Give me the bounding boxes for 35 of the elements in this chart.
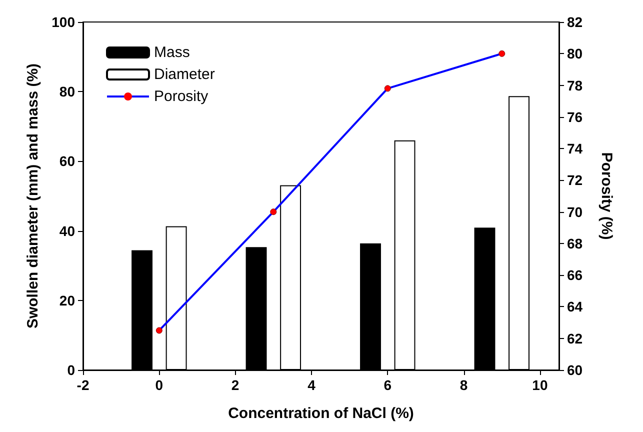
x-tick-label: 2 bbox=[231, 377, 240, 393]
x-tick-label: 10 bbox=[532, 377, 548, 393]
x-tick-label: 6 bbox=[384, 377, 392, 393]
y2-tick-label: 62 bbox=[567, 330, 583, 346]
x-tick-label: 8 bbox=[460, 377, 468, 393]
y-tick-label: 100 bbox=[52, 14, 76, 30]
y2-tick-label: 72 bbox=[567, 172, 583, 188]
point bbox=[384, 85, 391, 92]
y2-tick-label: 64 bbox=[567, 298, 583, 315]
y-tick-label: 80 bbox=[59, 84, 76, 100]
legend-label: Diameter bbox=[154, 66, 215, 83]
legend-label: Porosity bbox=[154, 88, 209, 105]
y2-tick-label: 82 bbox=[567, 14, 583, 30]
y2-tick-label: 80 bbox=[567, 46, 583, 62]
y2-axis-title: Porosity (%) bbox=[598, 152, 615, 240]
y-tick-label: 60 bbox=[59, 153, 76, 170]
x-tick-label: 0 bbox=[155, 377, 164, 393]
x-tick-label: -2 bbox=[76, 377, 90, 393]
y-axis-title: Swollen diameter (mm) and mass (%) bbox=[24, 63, 42, 329]
x-tick-label: 4 bbox=[308, 377, 316, 393]
point bbox=[498, 50, 506, 57]
point bbox=[156, 327, 162, 334]
y2-tick-label: 60 bbox=[567, 362, 583, 378]
y2-tick-label: 78 bbox=[567, 77, 583, 94]
y-tick-label: 0 bbox=[67, 362, 76, 378]
x-axis-title: Concentration of NaCl (%) bbox=[228, 405, 414, 422]
y2-tick-label: 70 bbox=[567, 204, 583, 220]
y-tick-label: 20 bbox=[59, 292, 76, 308]
y-tick-label: 40 bbox=[59, 222, 76, 239]
y2-tick-label: 66 bbox=[567, 267, 583, 284]
point bbox=[270, 208, 277, 216]
y2-tick-label: 68 bbox=[567, 235, 583, 252]
y2-tick-label: 74 bbox=[567, 140, 583, 157]
y2-tick-label: 76 bbox=[567, 108, 583, 125]
legend-label: Mass bbox=[154, 44, 190, 61]
